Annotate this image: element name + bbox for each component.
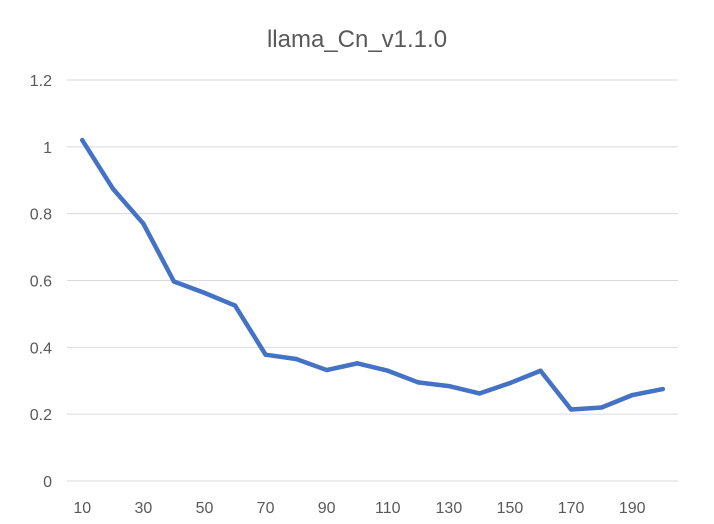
y-tick-label: 0.2 xyxy=(30,407,52,424)
x-tick-label: 110 xyxy=(375,500,401,517)
data-point xyxy=(324,367,329,373)
data-point xyxy=(446,383,452,389)
data-point xyxy=(599,405,604,410)
y-tick-label: 0.8 xyxy=(30,207,52,224)
y-tick-label: 1 xyxy=(43,140,52,157)
data-point xyxy=(202,290,207,296)
data-point xyxy=(355,361,360,366)
series-line xyxy=(80,137,665,412)
x-tick-label: 30 xyxy=(134,500,152,517)
data-point xyxy=(629,392,635,398)
data-point xyxy=(232,303,238,308)
data-point xyxy=(568,407,574,412)
y-axis: 0 0.2 0.4 0.6 0.8 1 1.2 xyxy=(30,73,52,491)
data-point xyxy=(171,279,177,284)
x-axis: 10 30 50 70 90 110 130 150 170 190 xyxy=(73,500,645,517)
data-point xyxy=(80,137,85,143)
data-point xyxy=(141,221,146,226)
data-point xyxy=(477,391,482,396)
data-point xyxy=(293,356,299,362)
x-tick-label: 150 xyxy=(497,500,524,517)
x-tick-label: 170 xyxy=(558,500,585,517)
chart-title: llama_Cn_v1.1.0 xyxy=(267,26,447,53)
y-tick-label: 0.6 xyxy=(30,274,52,291)
data-point xyxy=(660,386,665,392)
data-point xyxy=(416,380,421,385)
x-tick-label: 70 xyxy=(257,500,275,517)
x-tick-label: 10 xyxy=(73,500,91,517)
x-tick-label: 50 xyxy=(196,500,214,517)
y-tick-label: 0.4 xyxy=(30,340,52,357)
data-point xyxy=(263,352,268,357)
x-tick-label: 190 xyxy=(619,500,646,517)
data-point xyxy=(507,380,513,386)
y-tick-label: 1.2 xyxy=(30,73,52,90)
y-tick-label: 0 xyxy=(43,474,52,491)
x-tick-label: 90 xyxy=(318,500,336,517)
series-layer xyxy=(80,137,665,412)
x-tick-label: 130 xyxy=(436,500,463,517)
data-point xyxy=(110,186,116,191)
gridlines xyxy=(67,79,678,482)
data-point xyxy=(538,368,543,373)
data-point xyxy=(385,368,390,373)
